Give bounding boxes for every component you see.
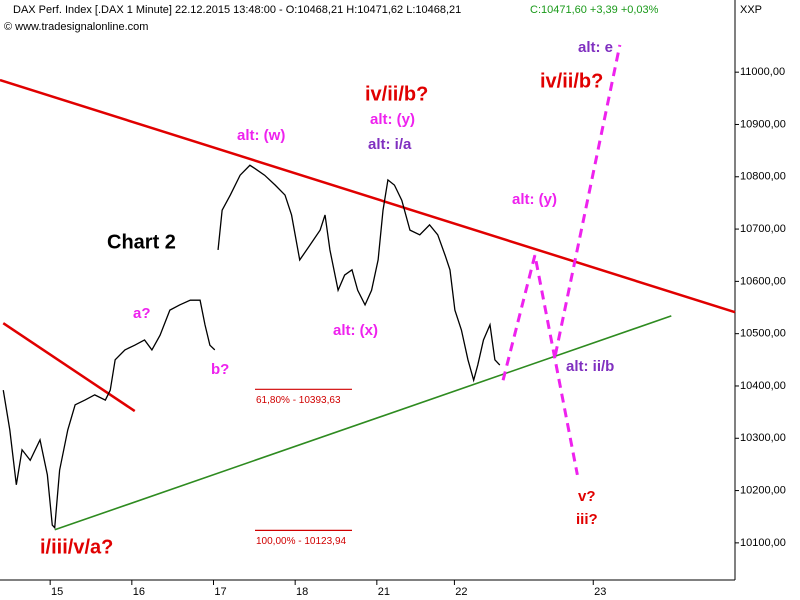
y-tick-label: 10900,00: [740, 118, 786, 130]
annotation: iii?: [576, 511, 598, 528]
annotation: alt: (w): [237, 127, 285, 144]
y-tick-label: 10100,00: [740, 537, 786, 549]
annotation: alt: ii/b: [566, 358, 614, 375]
x-tick-label: 15: [51, 586, 63, 598]
source: © www.tradesignalonline.com: [4, 21, 148, 33]
trendline: [54, 315, 672, 531]
annotation: alt: (x): [333, 322, 378, 339]
axis-code: XXP: [740, 4, 762, 16]
y-tick-label: 10600,00: [740, 275, 786, 287]
annotation: Chart 2: [107, 231, 176, 253]
x-tick-label: 23: [594, 586, 606, 598]
level-label: 61,80% - 10393,63: [256, 395, 341, 406]
price-line: [2, 164, 501, 530]
y-tick-label: 10300,00: [740, 432, 786, 444]
x-tick-label: 21: [378, 586, 390, 598]
y-tick-label: 10800,00: [740, 171, 786, 183]
annotation: iv/ii/b?: [540, 70, 603, 92]
trendline: [2, 322, 136, 413]
annotation: alt: i/a: [368, 136, 412, 153]
annotation: i/iii/v/a?: [40, 536, 113, 558]
trendline: [501, 254, 579, 476]
quote: C:10471,60 +3,39 +0,03%: [530, 4, 659, 16]
y-tick-label: 10500,00: [740, 328, 786, 340]
level-label: 100,00% - 10123,94: [256, 536, 347, 547]
annotation: alt: e: [578, 39, 613, 56]
annotation: alt: (y): [512, 191, 557, 208]
annotation: b?: [211, 361, 229, 378]
annotation: alt: (y): [370, 111, 415, 128]
x-tick-label: 17: [214, 586, 226, 598]
annotation: iv/ii/b?: [365, 83, 428, 105]
trendline: [0, 78, 736, 314]
y-tick-label: 10400,00: [740, 380, 786, 392]
annotation: v?: [578, 488, 596, 505]
chart-title: DAX Perf. Index [.DAX 1 Minute] 22.12.20…: [13, 4, 461, 16]
x-tick-label: 16: [133, 586, 145, 598]
y-tick-label: 10700,00: [740, 223, 786, 235]
y-tick-label: 11000,00: [740, 66, 785, 78]
x-tick-label: 22: [455, 586, 467, 598]
x-tick-label: 18: [296, 586, 308, 598]
trendline: [553, 44, 622, 356]
annotation: a?: [133, 305, 151, 322]
y-tick-label: 10200,00: [740, 484, 786, 496]
